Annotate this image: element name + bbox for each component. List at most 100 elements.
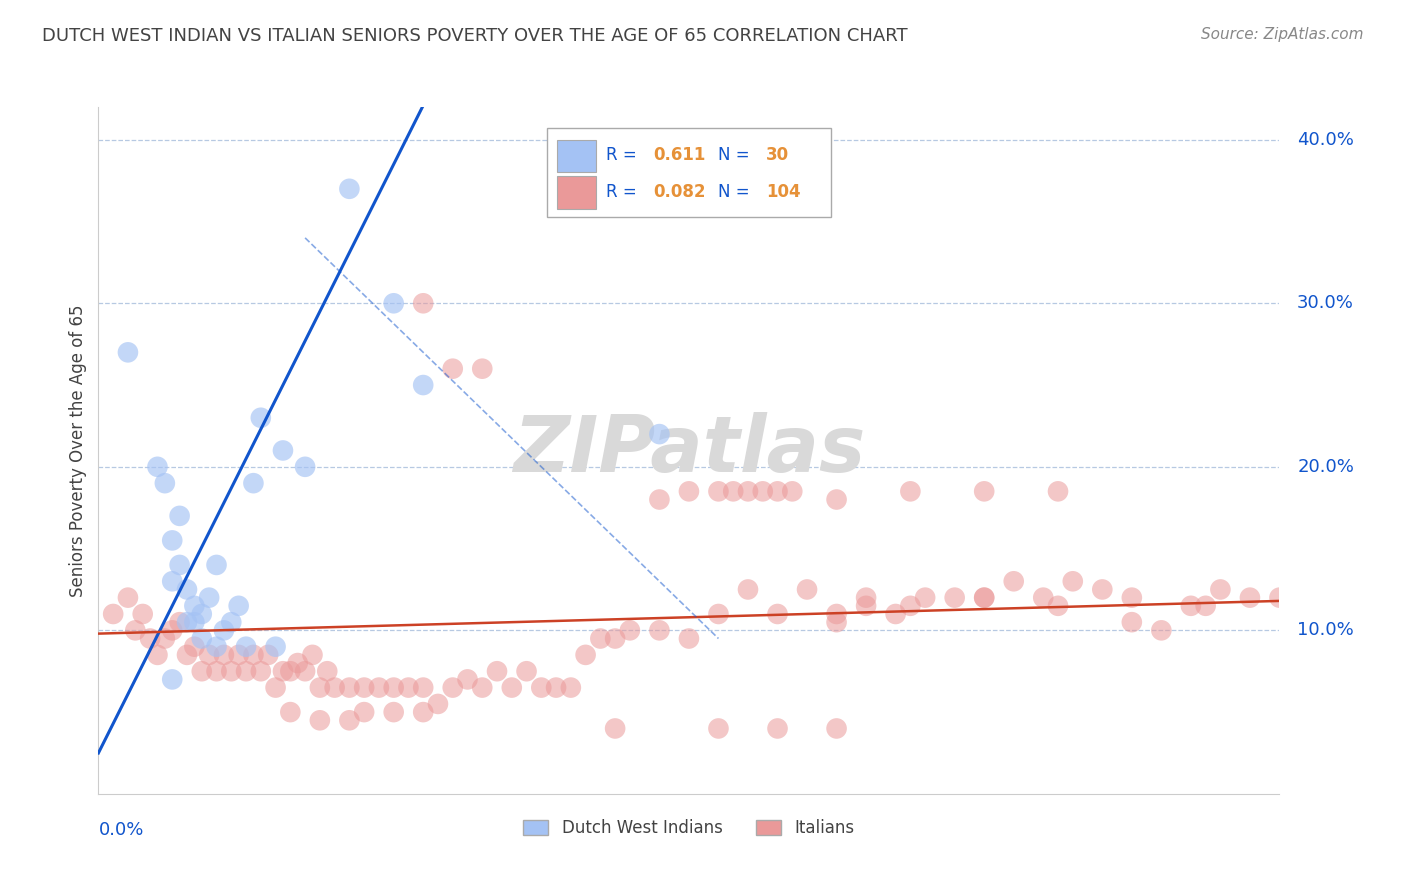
Point bbox=[501, 681, 523, 695]
Point bbox=[339, 182, 361, 196]
Point bbox=[1002, 574, 1025, 589]
Point bbox=[169, 558, 191, 572]
Point bbox=[235, 664, 257, 679]
Point bbox=[471, 361, 494, 376]
Point bbox=[301, 648, 323, 662]
Point bbox=[139, 632, 162, 646]
FancyBboxPatch shape bbox=[557, 140, 596, 172]
Point bbox=[250, 664, 273, 679]
Point bbox=[1121, 591, 1143, 605]
Point bbox=[368, 681, 391, 695]
Text: 0.611: 0.611 bbox=[654, 146, 706, 164]
Point bbox=[169, 615, 191, 630]
Point bbox=[471, 681, 494, 695]
Point bbox=[589, 632, 612, 646]
Point bbox=[973, 484, 995, 499]
Point bbox=[441, 361, 464, 376]
Point bbox=[212, 648, 235, 662]
Point bbox=[103, 607, 125, 621]
Text: N =: N = bbox=[718, 183, 749, 201]
Point bbox=[1046, 484, 1070, 499]
Point bbox=[1239, 591, 1261, 605]
Point bbox=[162, 624, 183, 638]
Point bbox=[162, 673, 183, 687]
Legend: Dutch West Indians, Italians: Dutch West Indians, Italians bbox=[517, 813, 860, 844]
Point bbox=[382, 296, 405, 310]
Point bbox=[271, 664, 294, 679]
Point bbox=[353, 681, 375, 695]
Point bbox=[235, 640, 257, 654]
Point bbox=[486, 664, 509, 679]
Point bbox=[191, 664, 214, 679]
Point bbox=[914, 591, 936, 605]
Point bbox=[146, 459, 169, 474]
Point bbox=[117, 345, 139, 359]
Point bbox=[1121, 615, 1143, 630]
Point bbox=[412, 378, 434, 392]
Point bbox=[884, 607, 907, 621]
Point bbox=[117, 591, 139, 605]
Point bbox=[427, 697, 450, 711]
Point bbox=[737, 484, 759, 499]
Point bbox=[250, 410, 273, 425]
Point bbox=[212, 624, 235, 638]
Point bbox=[560, 681, 582, 695]
Text: 30: 30 bbox=[766, 146, 789, 164]
Point bbox=[153, 476, 176, 491]
Point bbox=[412, 681, 434, 695]
Point bbox=[323, 681, 346, 695]
Point bbox=[943, 591, 966, 605]
Point bbox=[825, 492, 848, 507]
Point bbox=[900, 484, 922, 499]
Point bbox=[1091, 582, 1114, 597]
Point bbox=[1268, 591, 1291, 605]
Text: 104: 104 bbox=[766, 183, 800, 201]
Point bbox=[162, 574, 183, 589]
Point bbox=[825, 615, 848, 630]
Point bbox=[855, 599, 877, 613]
Point bbox=[825, 722, 848, 736]
Text: 0.0%: 0.0% bbox=[98, 822, 143, 839]
Text: 40.0%: 40.0% bbox=[1298, 131, 1354, 149]
Point bbox=[1062, 574, 1084, 589]
Point bbox=[530, 681, 553, 695]
Point bbox=[339, 681, 361, 695]
Point bbox=[228, 648, 250, 662]
Text: R =: R = bbox=[606, 183, 637, 201]
Point bbox=[707, 484, 730, 499]
Point bbox=[153, 632, 176, 646]
Point bbox=[124, 624, 146, 638]
Point bbox=[257, 648, 280, 662]
Text: N =: N = bbox=[718, 146, 749, 164]
Point bbox=[183, 640, 205, 654]
FancyBboxPatch shape bbox=[557, 177, 596, 209]
Point bbox=[294, 459, 316, 474]
Point bbox=[183, 615, 205, 630]
Point bbox=[441, 681, 464, 695]
Text: Source: ZipAtlas.com: Source: ZipAtlas.com bbox=[1201, 27, 1364, 42]
Point bbox=[146, 648, 169, 662]
Text: 30.0%: 30.0% bbox=[1298, 294, 1354, 312]
Point bbox=[382, 681, 405, 695]
Point bbox=[782, 484, 804, 499]
Point bbox=[198, 591, 221, 605]
Point bbox=[205, 640, 228, 654]
Point bbox=[973, 591, 995, 605]
Text: 10.0%: 10.0% bbox=[1298, 622, 1354, 640]
Point bbox=[412, 296, 434, 310]
Point bbox=[271, 443, 294, 458]
Point bbox=[900, 599, 922, 613]
Point bbox=[176, 582, 198, 597]
Point bbox=[1180, 599, 1202, 613]
Point bbox=[752, 484, 775, 499]
Point bbox=[1209, 582, 1232, 597]
Text: ZIPatlas: ZIPatlas bbox=[513, 412, 865, 489]
Point bbox=[605, 722, 627, 736]
Point bbox=[176, 648, 198, 662]
Point bbox=[309, 714, 332, 728]
Point bbox=[309, 681, 332, 695]
Y-axis label: Seniors Poverty Over the Age of 65: Seniors Poverty Over the Age of 65 bbox=[69, 304, 87, 597]
Point bbox=[264, 681, 287, 695]
Text: DUTCH WEST INDIAN VS ITALIAN SENIORS POVERTY OVER THE AGE OF 65 CORRELATION CHAR: DUTCH WEST INDIAN VS ITALIAN SENIORS POV… bbox=[42, 27, 908, 45]
Point bbox=[648, 492, 671, 507]
